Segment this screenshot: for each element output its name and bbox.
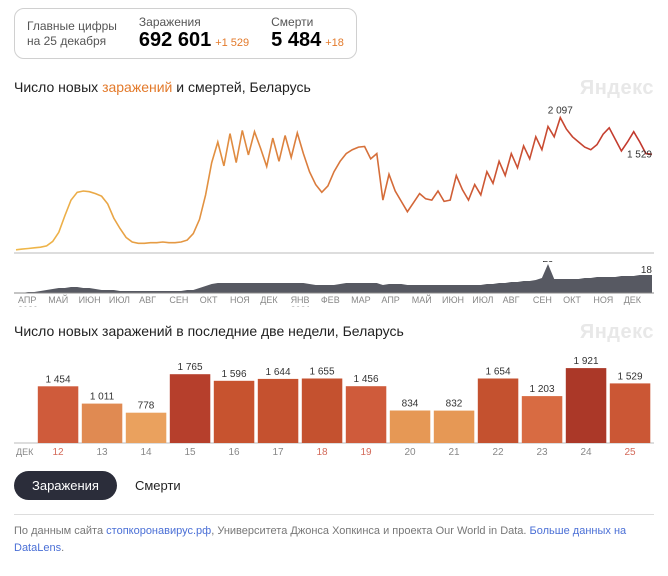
- svg-text:СЕН: СЕН: [533, 295, 552, 305]
- svg-text:АВГ: АВГ: [503, 295, 520, 305]
- toggle-infections[interactable]: Заражения: [14, 471, 117, 500]
- svg-text:25: 25: [624, 447, 636, 458]
- svg-text:16: 16: [228, 447, 240, 458]
- stat-deaths: Смерти 5 484 +18: [271, 15, 344, 52]
- stat-deaths-label: Смерти: [271, 15, 344, 29]
- toggle-deaths[interactable]: Смерти: [117, 471, 199, 500]
- stats-title-l2: на 25 декабря: [27, 34, 117, 48]
- svg-text:18: 18: [316, 447, 328, 458]
- svg-text:ИЮН: ИЮН: [442, 295, 464, 305]
- svg-text:18: 18: [641, 265, 653, 276]
- svg-text:ИЮЛ: ИЮЛ: [472, 295, 493, 305]
- svg-text:778: 778: [138, 401, 155, 412]
- tt-pre: Число новых: [14, 79, 102, 95]
- svg-text:22: 22: [492, 447, 504, 458]
- svg-text:НОЯ: НОЯ: [593, 295, 613, 305]
- svg-text:ДЕК: ДЕК: [624, 295, 642, 305]
- svg-text:13: 13: [96, 447, 108, 458]
- stat-infections-delta: +1 529: [215, 37, 249, 49]
- svg-text:1 529: 1 529: [617, 372, 642, 383]
- svg-text:29: 29: [542, 261, 554, 265]
- svg-text:15: 15: [184, 447, 196, 458]
- svg-text:АПР: АПР: [18, 295, 36, 305]
- tt-post: , Беларусь: [242, 79, 311, 95]
- svg-text:834: 834: [402, 399, 419, 410]
- stats-box: Главные цифры на 25 декабря Заражения 69…: [14, 8, 357, 59]
- svg-text:12: 12: [52, 447, 64, 458]
- svg-text:МАЙ: МАЙ: [412, 294, 432, 305]
- svg-text:1 456: 1 456: [353, 375, 378, 386]
- svg-text:2021: 2021: [291, 305, 311, 307]
- svg-text:2020: 2020: [18, 305, 38, 307]
- stat-deaths-value: 5 484: [271, 29, 321, 52]
- svg-text:23: 23: [536, 447, 548, 458]
- svg-text:ФЕВ: ФЕВ: [321, 295, 340, 305]
- footer-mid: , Университета Джонса Хопкинса и проекта…: [211, 525, 529, 537]
- svg-text:МАР: МАР: [351, 295, 371, 305]
- footer-link-1[interactable]: стопкоронавирус.рф: [106, 525, 211, 537]
- tt-hl1: заражений: [102, 79, 172, 95]
- svg-text:21: 21: [448, 447, 460, 458]
- svg-text:НОЯ: НОЯ: [230, 295, 250, 305]
- svg-text:1 765: 1 765: [177, 363, 202, 374]
- svg-text:ЯНВ: ЯНВ: [291, 295, 310, 305]
- svg-text:1 644: 1 644: [265, 367, 290, 378]
- svg-text:17: 17: [272, 447, 284, 458]
- svg-text:24: 24: [580, 447, 592, 458]
- svg-text:ДЕК: ДЕК: [260, 295, 278, 305]
- svg-text:1 011: 1 011: [90, 392, 115, 403]
- footer-post: .: [61, 542, 64, 554]
- stat-deaths-delta: +18: [325, 37, 344, 49]
- svg-text:ОКТ: ОКТ: [200, 295, 218, 305]
- svg-text:20: 20: [404, 447, 416, 458]
- svg-text:СЕН: СЕН: [169, 295, 188, 305]
- svg-text:1 529: 1 529: [627, 150, 652, 161]
- svg-text:ИЮН: ИЮН: [79, 295, 101, 305]
- stat-infections: Заражения 692 601 +1 529: [139, 15, 249, 52]
- svg-text:14: 14: [140, 447, 152, 458]
- timeline-title: Число новых заражений и смертей, Беларус…: [14, 79, 654, 95]
- tt-hl2: смертей: [188, 79, 242, 95]
- svg-text:1 654: 1 654: [485, 367, 510, 378]
- svg-text:ДЕК: ДЕК: [16, 447, 34, 457]
- svg-text:МАЙ: МАЙ: [48, 294, 68, 305]
- stat-infections-label: Заражения: [139, 15, 249, 29]
- svg-text:1 921: 1 921: [573, 356, 598, 367]
- svg-text:ОКТ: ОКТ: [563, 295, 581, 305]
- svg-text:1 203: 1 203: [529, 384, 554, 395]
- stat-infections-value: 692 601: [139, 29, 211, 52]
- bar-chart: ДЕК 1 454 12 1 011 13 778 14 1 765 15 1 596 16 1 64…: [14, 347, 654, 459]
- svg-text:1 655: 1 655: [309, 367, 334, 378]
- svg-text:1 454: 1 454: [45, 375, 70, 386]
- svg-text:ИЮЛ: ИЮЛ: [109, 295, 130, 305]
- bars-title-text: Число новых заражений в последние две не…: [14, 323, 404, 339]
- svg-text:19: 19: [360, 447, 372, 458]
- svg-text:2 097: 2 097: [548, 106, 573, 117]
- timeline-chart: 2 097 1 529: [14, 97, 654, 257]
- deaths-strip-chart: 2918АПР2020МАЙИЮНИЮЛАВГСЕНОКТНОЯДЕКЯНВ20…: [14, 261, 654, 307]
- toggle-group: Заражения Смерти: [14, 471, 654, 500]
- svg-text:832: 832: [446, 399, 463, 410]
- footer: По данным сайта стопкоронавирус.рф, Унив…: [14, 514, 654, 556]
- tt-mid: и: [172, 79, 188, 95]
- svg-text:АПР: АПР: [381, 295, 399, 305]
- stats-title-l1: Главные цифры: [27, 19, 117, 33]
- svg-text:1 596: 1 596: [221, 369, 246, 380]
- watermark-2: Яндекс: [580, 321, 654, 344]
- svg-text:АВГ: АВГ: [139, 295, 156, 305]
- bars-title: Число новых заражений в последние две не…: [14, 323, 654, 339]
- stats-title: Главные цифры на 25 декабря: [27, 19, 117, 48]
- footer-pre: По данным сайта: [14, 525, 106, 537]
